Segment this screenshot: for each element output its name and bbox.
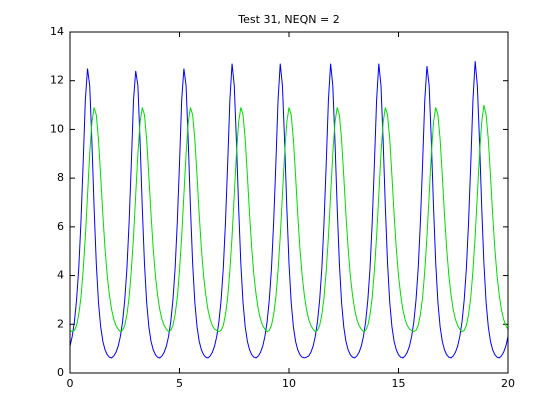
x-tick-label: 5	[176, 377, 183, 390]
axes-box	[69, 31, 509, 374]
y-tick-label: 12	[50, 74, 64, 87]
x-tick-label: 20	[501, 377, 515, 390]
x-tick-label: 15	[392, 377, 406, 390]
x-tick-label: 0	[67, 377, 74, 390]
y-tick-label: 0	[57, 366, 64, 379]
x-tick-label: 10	[282, 377, 296, 390]
y-tick-label: 8	[57, 171, 64, 184]
y-tick-label: 4	[57, 269, 64, 282]
y-tick-label: 10	[50, 122, 64, 135]
plot-area	[70, 32, 508, 373]
y-tick-label: 2	[57, 317, 64, 330]
chart-title: Test 31, NEQN = 2	[237, 13, 339, 26]
y-tick-label: 14	[50, 25, 64, 38]
y-tick-label: 6	[57, 220, 64, 233]
series-line	[69, 61, 509, 359]
series-line	[69, 104, 509, 333]
